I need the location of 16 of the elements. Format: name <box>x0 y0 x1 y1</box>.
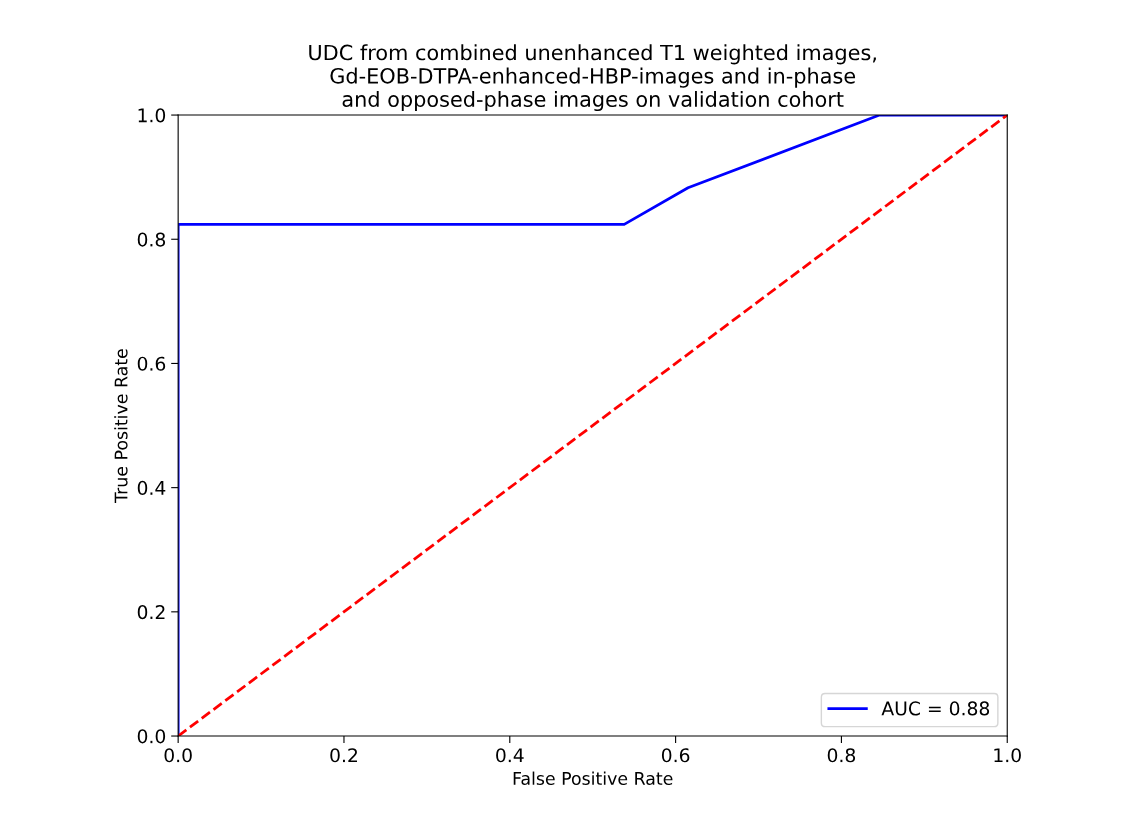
legend-label: AUC = 0.88 <box>881 701 990 716</box>
x-tick-label: 1.0 <box>994 748 1021 763</box>
x-tick-label: 0.6 <box>661 748 690 763</box>
x-axis-title: False Positive Rate <box>513 771 673 785</box>
x-tick-label: 0.2 <box>330 748 357 763</box>
y-tick-label: 1.0 <box>138 108 166 123</box>
x-tick-label: 0.0 <box>164 748 192 763</box>
y-axis-title: True Positive Rate <box>114 349 128 503</box>
y-tick-label: 0.8 <box>137 232 166 247</box>
x-tick-label: 0.4 <box>496 748 524 763</box>
y-tick-label: 0.6 <box>137 356 166 371</box>
chart-title: UDC from combined unenhanced T1 weighted images, Gd-EOB-DTPA-enhanced-HBP-images and in-phase and opposed-phase images on validation cohort <box>309 44 876 112</box>
y-tick-label: 0.0 <box>137 729 166 744</box>
y-tick-label: 0.2 <box>137 605 165 620</box>
y-tick-label: 0.4 <box>137 480 166 496</box>
x-tick-label: 0.8 <box>827 748 856 763</box>
